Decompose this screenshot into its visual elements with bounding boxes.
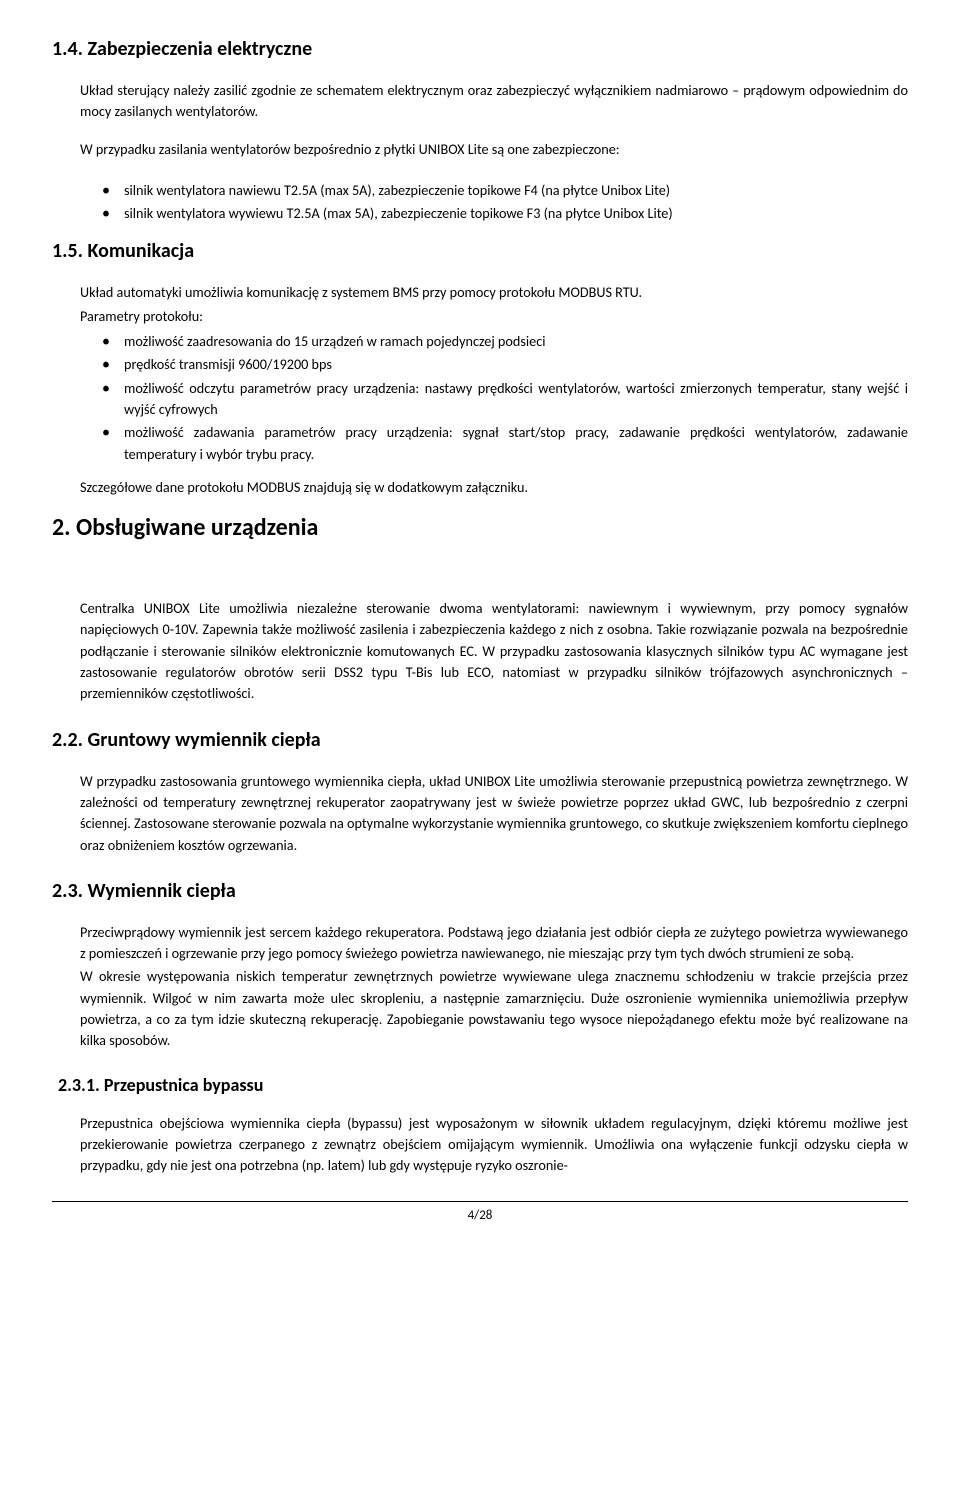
paragraph: Układ automatyki umożliwia komunikację z…	[80, 282, 908, 303]
paragraph: W przypadku zastosowania gruntowego wymi…	[80, 771, 908, 856]
paragraph: Centralka UNIBOX Lite umożliwia niezależ…	[80, 598, 908, 704]
paragraph: W okresie występowania niskich temperatu…	[80, 966, 908, 1051]
heading-2-2: 2.2. Gruntowy wymiennik ciepła	[52, 725, 908, 755]
heading-1-4: 1.4. Zabezpieczenia elektryczne	[52, 34, 908, 64]
paragraph: Parametry protokołu:	[80, 306, 908, 327]
list-item: możliwość zadawania parametrów pracy urz…	[102, 422, 908, 465]
list-item: silnik wentylatora nawiewu T2.5A (max 5A…	[102, 180, 908, 201]
list-item: silnik wentylatora wywiewu T2.5A (max 5A…	[102, 203, 908, 224]
page-footer: 4/28	[52, 1201, 908, 1226]
heading-2-3-1: 2.3.1. Przepustnica bypassu	[58, 1072, 908, 1099]
heading-1-5: 1.5. Komunikacja	[52, 236, 908, 266]
paragraph: W przypadku zasilania wentylatorów bezpo…	[80, 139, 908, 160]
paragraph: Przeciwprądowy wymiennik jest sercem każ…	[80, 922, 908, 965]
list-item: możliwość zaadresowania do 15 urządzeń w…	[102, 331, 908, 352]
heading-2: 2. Obsługiwane urządzenia	[52, 510, 908, 546]
heading-2-3: 2.3. Wymiennik ciepła	[52, 876, 908, 906]
list-item: możliwość odczytu parametrów pracy urząd…	[102, 378, 908, 421]
list-item: prędkość transmisji 9600/19200 bps	[102, 354, 908, 375]
bullet-list: możliwość zaadresowania do 15 urządzeń w…	[102, 331, 908, 465]
paragraph: Szczegółowe dane protokołu MODBUS znajdu…	[80, 477, 908, 498]
paragraph: Układ sterujący należy zasilić zgodnie z…	[80, 80, 908, 123]
bullet-list: silnik wentylatora nawiewu T2.5A (max 5A…	[102, 180, 908, 225]
paragraph: Przepustnica obejściowa wymiennika ciepł…	[80, 1113, 908, 1177]
